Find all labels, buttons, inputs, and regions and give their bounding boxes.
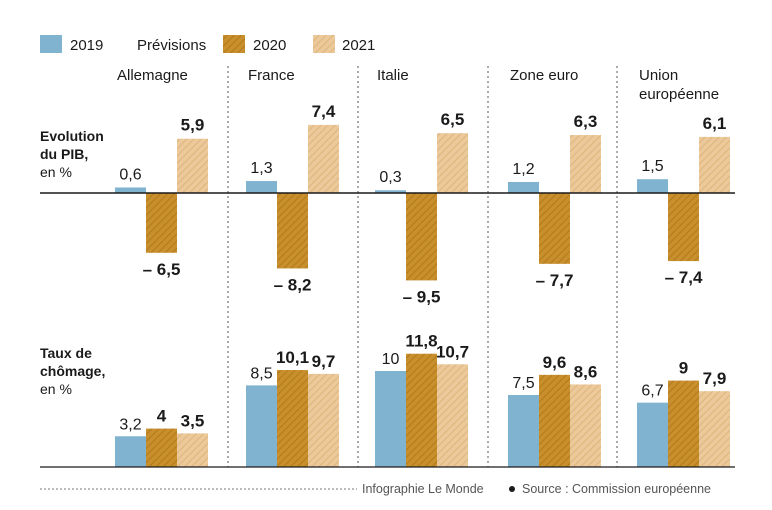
legend: 2019 Prévisions 2020 2021 (40, 35, 375, 54)
metric-label-unemployment: Taux de chômage, en % (40, 345, 105, 397)
unemployment-label-2020-0: 4 (157, 407, 167, 426)
gdp-label-2020-0: – 6,5 (143, 260, 181, 279)
unemployment-bar-2021-4 (699, 391, 730, 467)
gdp-label-2021-0: 5,9 (181, 116, 205, 135)
legend-swatch-2020 (223, 35, 245, 53)
footer: Infographie Le Monde Source : Commission… (40, 482, 711, 496)
metric-unit-unemployment: en % (40, 381, 72, 397)
gdp-bar-2021-4 (699, 136, 730, 193)
unemployment-label-2019-2: 10 (382, 351, 400, 368)
gdp-bar-2020-1 (277, 193, 308, 269)
unemployment-bar-2020-0 (146, 428, 177, 467)
metric-label-gdp: Evolution du PIB, en % (40, 128, 104, 180)
unemployment-label-2019-1: 8,5 (250, 365, 272, 382)
gdp-label-2019-3: 1,2 (512, 161, 534, 178)
metric-unit-gdp: en % (40, 164, 72, 180)
unemployment-label-2019-4: 6,7 (641, 383, 663, 400)
unemployment-bar-2020-1 (277, 370, 308, 467)
unemployment-label-2020-2: 11,8 (405, 332, 437, 351)
unemployment-bar-2019-2 (375, 371, 406, 467)
metric-label-gdp-line1: Evolution (40, 128, 104, 144)
group-label-3: Zone euro (510, 67, 578, 84)
unemployment-label-2020-1: 10,1 (276, 348, 309, 367)
gdp-label-2019-0: 0,6 (119, 166, 141, 183)
unemployment-label-2019-3: 7,5 (512, 375, 534, 392)
gdp-bar-2021-2 (437, 133, 468, 193)
footer-bullet (509, 486, 515, 492)
unemployment-bar-2020-4 (668, 380, 699, 467)
footer-credit: Infographie Le Monde (362, 482, 484, 496)
group-headers: Allemagne France Italie Zone euro Union europ… (117, 67, 719, 103)
gdp-bar-2020-3 (539, 193, 570, 264)
gdp-bar-2020-2 (406, 193, 437, 281)
legend-swatch-2021 (313, 35, 335, 53)
gdp-label-2020-1: – 8,2 (274, 275, 312, 294)
gdp-label-2021-1: 7,4 (312, 102, 336, 121)
footer-source: Source : Commission européenne (522, 482, 711, 496)
unemployment-label-2021-2: 10,7 (436, 342, 469, 361)
unemployment-bar-2019-0 (115, 436, 146, 467)
metric-label-unemployment-line1: Taux de (40, 345, 92, 361)
unemployment-label-2021-0: 3,5 (181, 411, 205, 430)
unemployment-label-2021-3: 8,6 (574, 362, 598, 381)
group-label-4: Union (639, 67, 678, 84)
gdp-label-2019-4: 1,5 (641, 158, 663, 175)
gdp-bar-2019-4 (637, 179, 668, 193)
gdp-bar-2019-0 (115, 187, 146, 193)
gdp-label-2020-4: – 7,4 (665, 268, 703, 287)
legend-swatch-2019 (40, 35, 62, 53)
unemployment-bar-2021-3 (570, 384, 601, 467)
metric-label-unemployment-line2: chômage, (40, 363, 105, 379)
gdp-bar-2021-1 (308, 124, 339, 193)
group-label-4-line2: européenne (639, 86, 719, 103)
legend-label-2019: 2019 (70, 37, 103, 54)
metric-label-gdp-line2: du PIB, (40, 146, 88, 162)
gdp-label-2019-1: 1,3 (250, 160, 272, 177)
gdp-bar-2019-1 (246, 181, 277, 193)
unemployment-label-2020-4: 9 (679, 359, 688, 378)
legend-forecast-label: Prévisions (137, 37, 206, 54)
unemployment-bar-2021-2 (437, 364, 468, 467)
unemployment-label-2019-0: 3,2 (119, 416, 141, 433)
unemployment-bar-2021-0 (177, 433, 208, 467)
unemployment-bar-2020-3 (539, 374, 570, 467)
group-label-0: Allemagne (117, 67, 188, 84)
unemployment-bar-2020-2 (406, 353, 437, 467)
gdp-label-2020-3: – 7,7 (536, 271, 574, 290)
gdp-bar-2021-3 (570, 135, 601, 193)
gdp-label-2020-2: – 9,5 (403, 287, 441, 306)
group-separators (227, 66, 618, 467)
gdp-bar-2020-0 (146, 193, 177, 253)
unemployment-label-2020-3: 9,6 (543, 353, 567, 372)
group-label-2: Italie (377, 67, 409, 84)
gdp-label-2021-4: 6,1 (703, 114, 727, 133)
legend-label-2020: 2020 (253, 37, 286, 54)
unemployment-bar-2019-3 (508, 395, 539, 467)
gdp-label-2019-2: 0,3 (379, 169, 401, 186)
gdp-bar-2019-2 (375, 190, 406, 193)
unemployment-label-2021-4: 7,9 (703, 369, 727, 388)
unemployment-bar-2021-1 (308, 373, 339, 467)
group-label-1: France (248, 67, 295, 84)
unemployment-bar-2019-1 (246, 385, 277, 467)
gdp-bar-2021-0 (177, 138, 208, 193)
gdp-bar-2020-4 (668, 193, 699, 262)
unemployment-bar-2019-4 (637, 402, 668, 467)
unemployment-label-2021-1: 9,7 (312, 352, 336, 371)
gdp-label-2021-3: 6,3 (574, 112, 598, 131)
gdp-label-2021-2: 6,5 (441, 110, 465, 129)
unemployment-chart: 3,2 8,5 10 7,5 6,7 4 10,1 11,8 9,6 9 3,5 9,7 10,7 8,6… (115, 332, 730, 467)
gdp-chart: 0,6 1,3 0,3 1,2 1,5 – 6,5 – 8,2 – 9,5 – 7,7 – 7,4… (115, 102, 730, 306)
legend-label-2021: 2021 (342, 37, 375, 54)
gdp-bar-2019-3 (508, 181, 539, 193)
